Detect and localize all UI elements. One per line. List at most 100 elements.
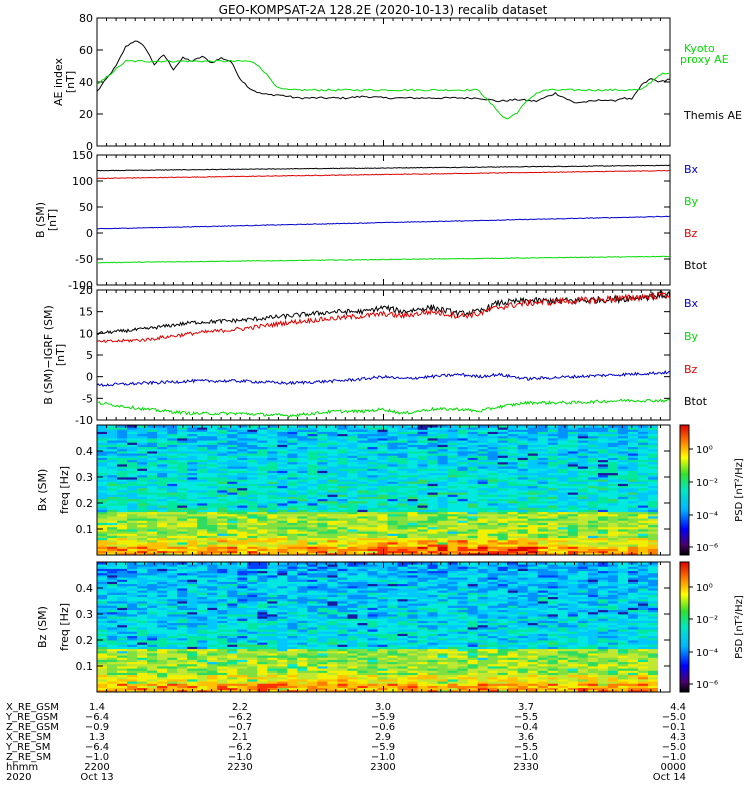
bz_spec-cell (107, 594, 118, 598)
bz_spec-cell (367, 674, 378, 678)
bz_spec-cell (127, 568, 138, 572)
bz_spec-cell (217, 689, 228, 693)
bx_spec-cell (307, 444, 318, 448)
bx_spec-cell (287, 427, 298, 430)
bx_spec-cell (367, 531, 378, 534)
bz_spec-cell (327, 685, 338, 689)
bz_spec-cell (207, 635, 218, 639)
bz_spec-cell (267, 672, 278, 676)
bz_spec-cell (287, 577, 298, 580)
bx_spec-cell (427, 490, 439, 493)
bz_spec-cell (307, 624, 318, 628)
bx_spec-cell (317, 427, 328, 430)
bx_spec-cell (237, 470, 248, 474)
bx_spec-cell (237, 429, 248, 432)
bx_spec-cell (457, 431, 469, 435)
bx_spec-cell (127, 539, 138, 543)
bx_spec-cell (497, 474, 509, 478)
bz_spec-cell (227, 644, 238, 647)
bx_spec-cell (267, 539, 278, 543)
bx_spec-cell (267, 435, 278, 439)
bz_spec-cell (267, 631, 278, 634)
bx_spec-cell (177, 496, 188, 500)
bx_spec-cell (577, 431, 589, 435)
bx_spec-cell (627, 503, 639, 506)
bx_spec-cell (117, 433, 128, 437)
bx_spec-cell (297, 496, 308, 500)
bz_spec-cell (147, 570, 158, 574)
bz_spec-cell (337, 594, 348, 598)
bx_spec-cell (387, 453, 398, 456)
bx_spec-cell (227, 442, 238, 445)
bx_spec-cell (327, 503, 338, 506)
bx_spec-cell (217, 433, 228, 437)
bz_spec-cell (307, 681, 318, 684)
bx_spec-cell (147, 505, 158, 508)
bx_spec-cell (117, 481, 128, 484)
bx_spec-cell (477, 544, 489, 547)
bx_spec-cell (307, 435, 318, 439)
bx_spec-cell (527, 440, 539, 443)
bz_spec-cell (207, 681, 218, 684)
bx_spec-cell (587, 516, 599, 519)
bx_spec-cell (347, 479, 358, 482)
bx_spec-cell (447, 524, 459, 528)
bz_spec-cell (357, 646, 368, 650)
bx_spec-cell (337, 464, 348, 467)
bx_spec-cell (227, 440, 238, 443)
bz_spec-cell (357, 657, 368, 660)
bz_spec-cell (297, 609, 308, 613)
bz_spec-cell (137, 622, 148, 626)
bz_spec-cell (237, 653, 248, 656)
bz_spec-cell (167, 616, 178, 619)
bz_spec-cell (307, 605, 318, 608)
bx_spec-cell (237, 487, 248, 491)
bx_spec-cell (487, 544, 499, 547)
bx_spec-cell (517, 472, 529, 476)
bx_spec-cell (217, 509, 228, 513)
bz_spec-cell (277, 605, 288, 608)
bx_spec-cell (237, 494, 248, 497)
bx_spec-cell (107, 468, 118, 471)
bx_spec-cell (127, 474, 138, 478)
bx_spec-cell (477, 520, 489, 523)
bz_spec-cell (287, 642, 298, 645)
bx_spec-cell (387, 464, 398, 467)
bx_spec-cell (287, 526, 298, 530)
bx_spec-cell (107, 487, 118, 491)
bx_spec-cell (457, 435, 469, 439)
bx_spec-cell (157, 461, 168, 465)
bx_spec-cell (137, 544, 148, 547)
bx_spec-cell (637, 433, 649, 437)
bx_spec-cell (557, 546, 569, 549)
bz_spec-cell (237, 562, 248, 565)
bz_spec-cell (327, 642, 338, 645)
bz_spec-cell (107, 624, 118, 628)
bz_spec-cell (337, 661, 348, 665)
bx_spec-cell (287, 425, 298, 428)
bz_spec-cell (257, 642, 268, 645)
bz_spec-cell (237, 566, 248, 569)
bz_spec-cell (247, 657, 258, 660)
bz_spec-cell (247, 685, 258, 689)
bx_spec-cell (567, 459, 579, 463)
bz_spec-cell (167, 685, 178, 689)
bz_spec-cell (327, 668, 338, 671)
bz_spec-cell (237, 601, 248, 604)
bx_spec-cell (137, 513, 148, 517)
bx_spec-cell (527, 425, 539, 428)
bx_spec-cell (457, 518, 469, 521)
bx_spec-cell (137, 470, 148, 474)
bx_spec-cell (347, 427, 358, 430)
bx_spec-cell (487, 487, 499, 491)
bx_spec-cell (107, 444, 118, 448)
bx_spec-cell (567, 438, 579, 441)
bx_spec-cell (397, 511, 408, 515)
bz_spec-cell (227, 564, 238, 567)
bx_spec-cell (317, 487, 328, 491)
bz_spec-cell (167, 575, 178, 578)
bz_spec-cell (117, 629, 128, 632)
bz_spec-cell (267, 646, 278, 650)
bx_spec-cell (627, 548, 639, 552)
bz_spec-cell (317, 601, 328, 604)
